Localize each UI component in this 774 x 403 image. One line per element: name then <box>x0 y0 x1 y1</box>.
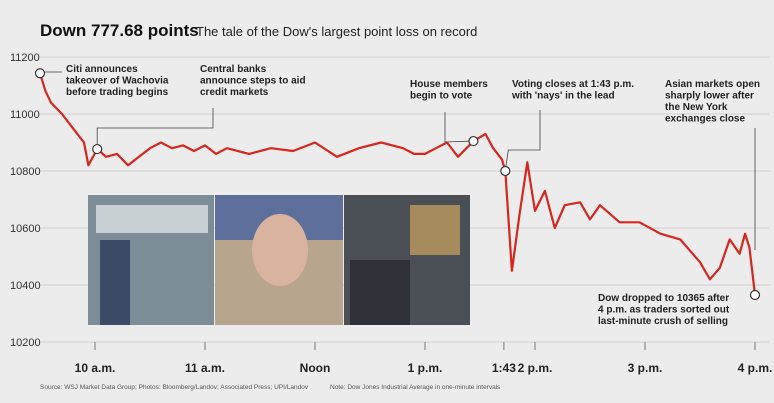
annotation-text: Central banks <box>200 64 267 75</box>
annotation-text: Asian markets open <box>665 79 760 90</box>
annotation-text: begin to vote <box>410 91 473 102</box>
photo-detail <box>100 240 130 325</box>
y-tick-label: 11200 <box>10 52 40 64</box>
y-tick-label: 10600 <box>10 223 41 235</box>
annotation-text: before trading begins <box>66 87 169 98</box>
annotation-text: the New York <box>665 102 728 113</box>
annotation-text: announce steps to aid <box>200 76 306 87</box>
annotation-text: House members <box>410 79 488 90</box>
x-tick-label: 3 p.m. <box>628 361 663 375</box>
annotation-text: Citi announces <box>66 64 138 75</box>
y-tick-label: 10800 <box>10 166 41 178</box>
leader-line <box>504 110 541 172</box>
annotation-text: takeover of Wachovia <box>66 76 169 87</box>
line <box>38 72 757 296</box>
x-tick-label: 1:43 <box>492 361 516 375</box>
photo-detail <box>410 205 460 255</box>
annotation-marker <box>92 143 103 155</box>
annotation-marker <box>749 289 761 301</box>
y-tick-label: 10200 <box>10 337 41 349</box>
leader-line <box>444 112 474 143</box>
chart-subtitle: The tale of the Dow's largest point loss… <box>196 24 477 39</box>
photos <box>88 195 470 325</box>
photo-detail <box>252 214 308 286</box>
x-tick-label: Noon <box>300 361 331 375</box>
annotation-text: Voting closes at 1:43 p.m. <box>512 79 634 90</box>
chart-title: Down 777.68 points <box>40 21 199 40</box>
y-tick-label: 11000 <box>10 109 40 121</box>
annotation-marker <box>500 165 511 177</box>
annotation-text: last-minute crush of selling <box>598 316 728 327</box>
photo-detail <box>350 260 410 325</box>
photo-detail <box>96 205 208 233</box>
grid: 10200 10400 10600 10800 11000 11200 10 a.m. 11 … <box>10 52 772 375</box>
annotation-text: credit markets <box>200 87 269 98</box>
y-tick-label: 10400 <box>10 280 41 292</box>
annotation-text: 4 p.m. as traders sorted out <box>598 305 730 316</box>
x-tick-label: 11 a.m. <box>185 361 225 375</box>
source-note: Source: WSJ Market Data Group; Photos: B… <box>40 384 309 391</box>
annotation-marker <box>34 68 46 79</box>
x-tick-label: 1 p.m. <box>408 361 443 375</box>
x-tick-label: 10 a.m. <box>75 361 116 375</box>
annotation-marker <box>468 135 479 147</box>
x-tick-label: 2 p.m. <box>518 361 553 375</box>
annotation-text: exchanges close <box>665 114 745 125</box>
annotation-text: sharply lower after <box>665 91 754 102</box>
leader-line <box>96 108 214 150</box>
annotation-text: with 'nays' in the lead <box>511 91 615 102</box>
x-tick-label: 4 p.m. <box>738 361 773 375</box>
footnote: Note: Dow Jones Industrial Average in on… <box>330 384 501 391</box>
annotation-text: Dow dropped to 10365 after <box>598 293 729 304</box>
